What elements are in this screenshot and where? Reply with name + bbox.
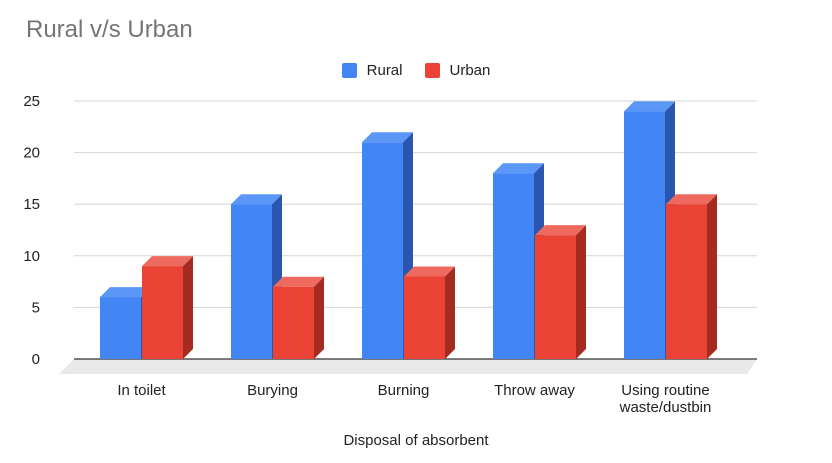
legend-label-urban: Urban <box>449 61 491 79</box>
bar-top <box>142 256 193 267</box>
y-axis-ticks: 0 5 10 15 20 25 <box>23 93 40 368</box>
bar-top <box>362 132 413 143</box>
bar[interactable] <box>362 132 413 359</box>
legend-swatch-rural <box>341 62 357 78</box>
x-category-label: Burying <box>247 382 298 399</box>
x-category-label: Throw away <box>494 382 575 399</box>
bar-front <box>493 173 534 359</box>
bar-front <box>273 286 314 359</box>
bar-side <box>183 256 193 359</box>
x-axis-title: Disposal of absorbent <box>343 432 489 449</box>
chart-floor-layer <box>59 359 757 374</box>
bar-side <box>576 225 586 359</box>
x-category-label: Burning <box>378 382 430 399</box>
bar-front <box>142 266 183 359</box>
y-tick-label: 20 <box>23 145 40 162</box>
bar-front <box>624 111 665 359</box>
legend-label-rural: Rural <box>366 61 403 79</box>
bar-top <box>100 287 151 298</box>
legend-swatch-urban <box>424 62 440 78</box>
bar-top <box>231 194 282 205</box>
bar-front <box>535 235 576 359</box>
y-tick-label: 15 <box>23 196 40 213</box>
bar-top <box>624 101 675 112</box>
bar[interactable] <box>273 276 324 359</box>
bar-front <box>404 276 445 359</box>
y-tick-label: 10 <box>23 248 40 265</box>
chart-floor <box>59 359 757 374</box>
x-axis-categories: In toilet Burying Burning Throw away Using r… <box>117 382 711 416</box>
legend-item-urban[interactable]: Urban <box>424 61 491 79</box>
bar-side <box>707 194 717 359</box>
bars <box>100 101 717 359</box>
y-tick-label: 0 <box>32 351 40 368</box>
bar-front <box>666 204 707 359</box>
bar-side <box>314 276 324 359</box>
legend-item-rural[interactable]: Rural <box>341 61 403 79</box>
bar-front <box>362 142 403 359</box>
x-category-label: In toilet <box>117 382 166 399</box>
y-tick-label: 5 <box>32 299 40 316</box>
bar-top <box>404 266 455 277</box>
bar-top <box>535 225 586 236</box>
bar-front <box>100 297 141 359</box>
bar[interactable] <box>535 225 586 359</box>
legend: Rural Urban <box>0 58 832 82</box>
x-category-label: Using routine waste/dustbin <box>619 382 712 416</box>
y-tick-label: 25 <box>23 93 40 110</box>
bar-top <box>666 194 717 205</box>
bar[interactable] <box>404 266 455 359</box>
bar[interactable] <box>666 194 717 359</box>
bar-top <box>273 276 324 287</box>
bar-side <box>445 266 455 359</box>
bar-top <box>493 163 544 174</box>
bar-front <box>231 204 272 359</box>
chart-title: Rural v/s Urban <box>26 16 193 43</box>
bar[interactable] <box>142 256 193 359</box>
